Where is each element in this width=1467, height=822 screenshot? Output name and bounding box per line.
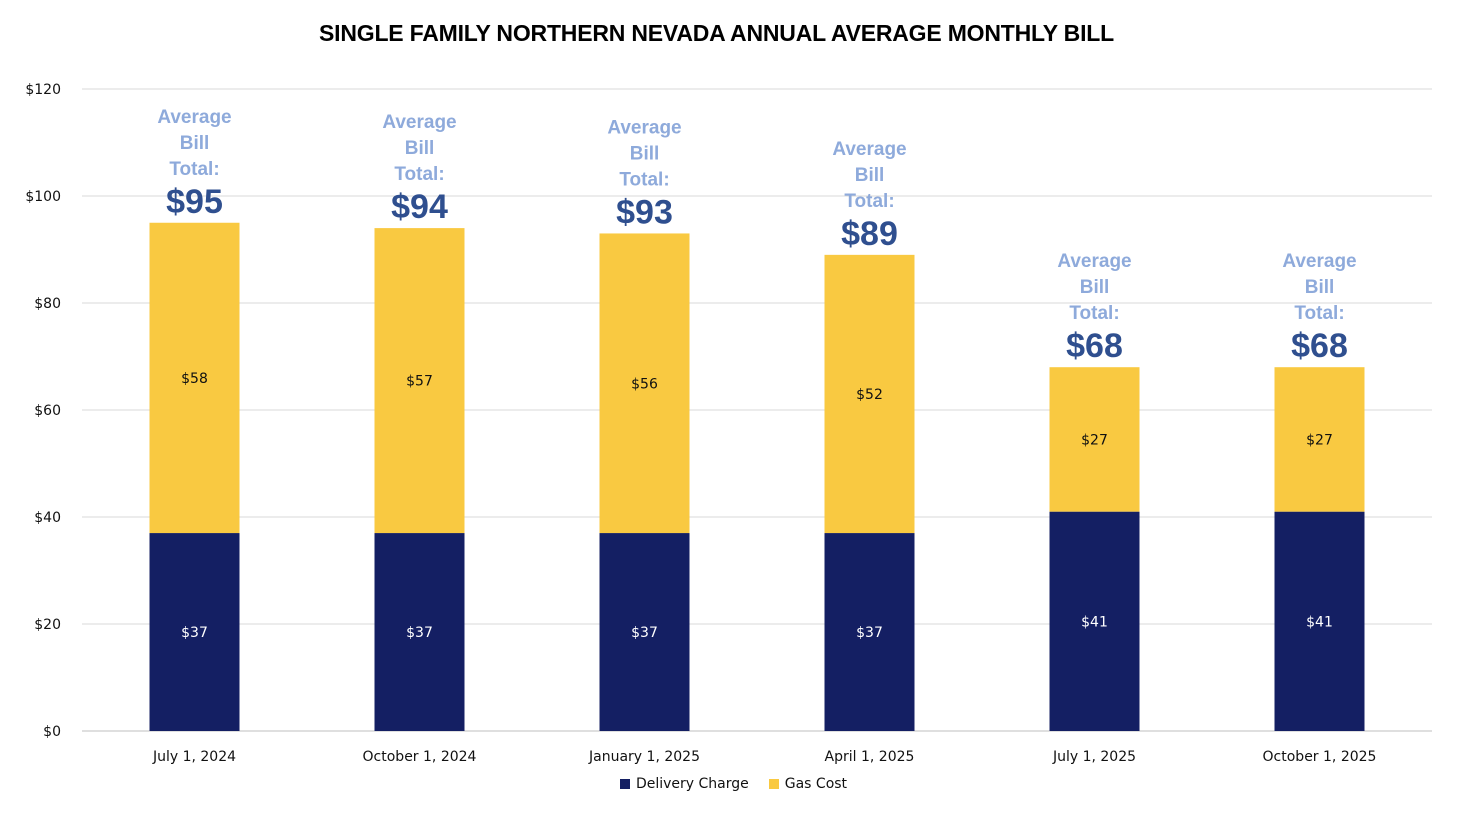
annotation-text: Total: [844,191,894,212]
data-label-delivery-charge: $37 [406,625,433,641]
legend: Delivery Charge Gas Cost [0,776,1467,792]
annotation-text: Bill [630,143,660,164]
data-label-gas-cost: $52 [856,387,883,403]
legend-swatch-delivery-charge [619,779,630,789]
chart-title: SINGLE FAMILY NORTHERN NEVADA ANNUAL AVE… [319,20,1114,46]
data-label-gas-cost: $27 [1306,432,1333,448]
annotation-text: Average [1282,251,1356,272]
bar-delivery-charge [599,533,690,731]
y-tick-label: $80 [34,296,61,312]
y-tick-label: $0 [43,724,61,740]
data-label-delivery-charge: $37 [856,625,883,641]
y-tick-label: $60 [34,403,61,419]
data-label-gas-cost: $57 [406,374,433,390]
y-tick-label: $120 [25,82,61,98]
annotation-total: $89 [841,215,898,253]
bar-delivery-charge [1049,511,1140,731]
annotation-text: Average [157,107,231,128]
x-tick-label: July 1, 2024 [152,749,236,765]
bar-delivery-charge [149,533,240,731]
annotation-total: $94 [391,188,448,226]
bar-delivery-charge [374,533,465,731]
bar-gas-cost [1274,367,1365,512]
bar-delivery-charge [1274,511,1365,731]
annotation-text: Bill [855,165,885,186]
bar-gas-cost [599,233,690,534]
annotation-text: Total: [169,159,219,180]
data-label-gas-cost: $58 [181,371,208,387]
bar-delivery-charge [824,533,915,731]
annotation-total: $68 [1291,327,1348,365]
annotation-text: Total: [619,169,669,190]
x-tick-label: October 1, 2024 [363,749,477,765]
data-label-delivery-charge: $41 [1081,614,1108,630]
y-tick-label: $20 [34,617,61,633]
annotation-text: Bill [1305,277,1335,298]
annotation-text: Bill [180,133,210,154]
x-tick-label: July 1, 2025 [1052,749,1136,765]
data-label-delivery-charge: $37 [631,625,658,641]
legend-label-delivery-charge: Delivery Charge [635,776,749,792]
annotation-text: Average [832,139,906,160]
y-tick-label: $40 [34,510,61,526]
annotation-total: $95 [166,183,223,221]
bar-gas-cost [149,222,240,534]
data-label-delivery-charge: $37 [181,625,208,641]
x-tick-label: October 1, 2025 [1263,749,1377,765]
annotation-text: Average [382,112,456,133]
bar-gas-cost [1049,367,1140,512]
bar-gas-cost [374,228,465,534]
annotation-text: Total: [1069,303,1119,324]
annotation-text: Average [1057,251,1131,272]
y-tick-label: $100 [25,189,61,205]
legend-swatch-gas-cost [768,779,779,789]
data-label-gas-cost: $56 [631,376,658,392]
annotation-text: Total: [394,164,444,185]
annotation-text: Average [607,117,681,138]
x-tick-label: April 1, 2025 [825,749,915,765]
data-label-delivery-charge: $41 [1306,614,1333,630]
annotation-text: Bill [1080,277,1110,298]
annotation-text: Bill [405,138,435,159]
annotation-total: $68 [1066,327,1123,365]
bar-gas-cost [824,254,915,534]
legend-item-delivery-charge: Delivery Charge [619,776,749,792]
data-label-gas-cost: $27 [1081,432,1108,448]
legend-label-gas-cost: Gas Cost [784,776,848,792]
annotation-total: $93 [616,193,673,231]
legend-item-gas-cost: Gas Cost [768,776,848,792]
x-tick-label: January 1, 2025 [588,749,700,765]
annotation-text: Total: [1294,303,1344,324]
